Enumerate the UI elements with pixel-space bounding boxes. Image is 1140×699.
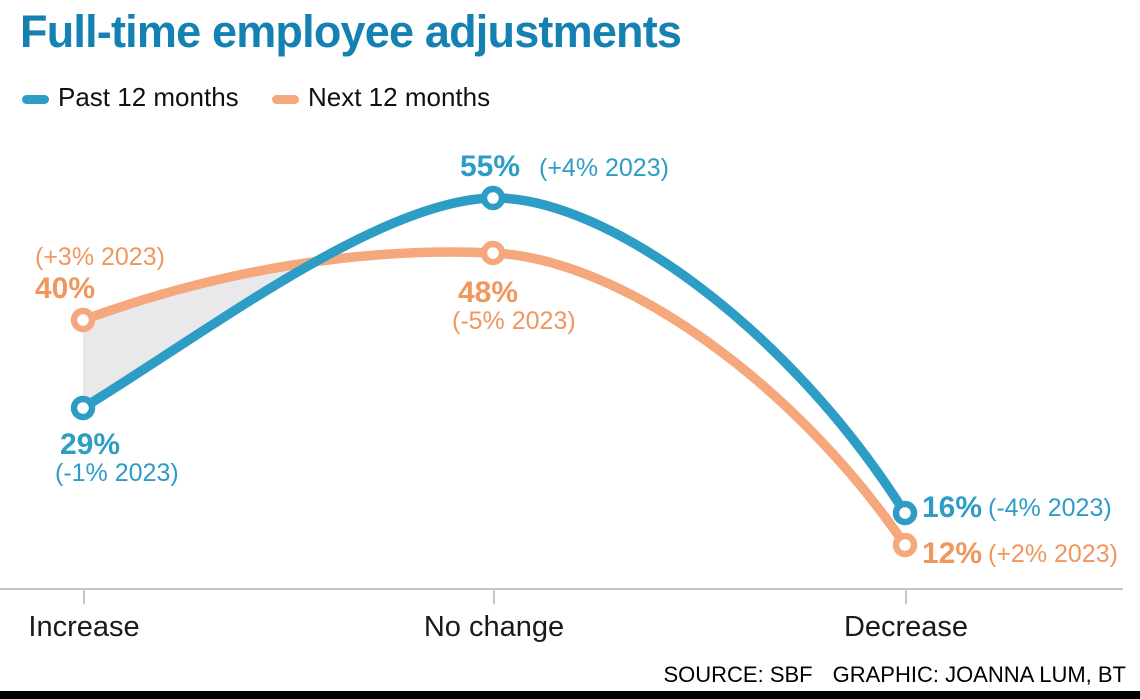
label-next-increase-value: 40% xyxy=(35,272,96,305)
label-next-no-change-delta: (-5% 2023) xyxy=(452,307,576,335)
legend-label-next-12-months: Next 12 months xyxy=(308,82,491,112)
data-point-past-decrease xyxy=(892,500,918,526)
data-point-next-increase xyxy=(70,307,96,333)
label-past-increase-delta: (-1% 2023) xyxy=(55,459,179,487)
label-next-decrease-delta: (+2% 2023) xyxy=(988,540,1118,568)
x-axis-label-no-change: No change xyxy=(423,611,565,643)
legend-label-past-12-months: Past 12 months xyxy=(58,82,239,112)
data-point-next-no-change xyxy=(480,240,506,266)
label-past-no-change-value: 55% xyxy=(460,150,521,183)
label-past-increase-value: 29% xyxy=(60,428,121,461)
graphic-credit-text: GRAPHIC: JOANNA LUM, BT xyxy=(832,662,1126,687)
bottom-rule-bar xyxy=(0,691,1140,699)
label-past-decrease-value: 16% xyxy=(922,491,983,524)
x-axis-label-increase: Increase xyxy=(28,611,140,643)
data-point-past-increase xyxy=(70,395,96,421)
data-point-next-decrease xyxy=(892,532,918,558)
label-past-no-change-delta: (+4% 2023) xyxy=(539,154,669,182)
label-next-decrease-value: 12% xyxy=(922,537,983,570)
chart-title: Full-time employee adjustments xyxy=(20,6,682,57)
footer-credits: SOURCE: SBF GRAPHIC: JOANNA LUM, BT xyxy=(663,662,1126,688)
data-point-past-no-change xyxy=(480,185,506,211)
source-text: SOURCE: SBF xyxy=(663,662,813,687)
legend: Past 12 months Next 12 months xyxy=(0,82,1140,112)
legend-swatch-next-12-months xyxy=(272,95,299,104)
label-past-decrease-delta: (-4% 2023) xyxy=(988,494,1112,522)
x-axis-label-decrease: Decrease xyxy=(843,611,969,643)
label-next-no-change-value: 48% xyxy=(458,276,519,309)
label-next-increase-delta: (+3% 2023) xyxy=(35,243,165,271)
legend-swatch-past-12-months xyxy=(22,95,49,104)
